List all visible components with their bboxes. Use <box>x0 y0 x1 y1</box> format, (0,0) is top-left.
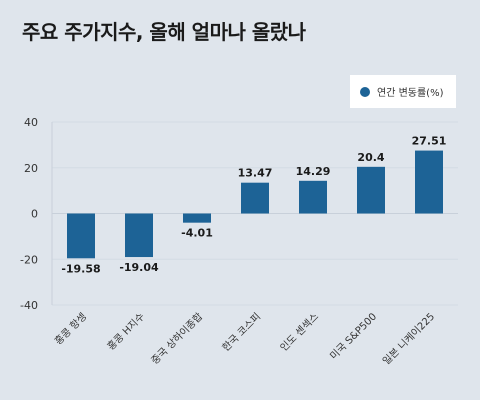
data-label: -4.01 <box>181 227 213 240</box>
bar <box>241 182 269 214</box>
bar <box>125 213 153 258</box>
legend-swatch <box>360 86 370 97</box>
data-label: 27.51 <box>412 135 447 148</box>
data-label: -19.04 <box>119 261 159 274</box>
y-tick-label: 0 <box>31 208 38 221</box>
y-tick-label: 20 <box>24 162 38 175</box>
chart-title: 주요 주가지수, 올해 얼마나 올랐나 <box>22 20 306 44</box>
bar <box>357 166 385 214</box>
bar <box>415 150 443 214</box>
bar <box>67 213 95 259</box>
x-tick-label: 홍콩 H지수 <box>104 310 147 353</box>
x-tick-label: 일본 니케이225 <box>380 311 437 368</box>
y-tick-label: -20 <box>20 253 38 266</box>
x-tick-label: 인도 센섹스 <box>278 311 321 354</box>
x-tick-label: 중국 상하이종합 <box>148 310 205 367</box>
bar <box>183 213 211 223</box>
data-label: 13.47 <box>238 167 273 180</box>
y-tick-label: 40 <box>24 116 38 129</box>
y-tick-label: -40 <box>20 299 38 312</box>
x-tick-label: 홍콩 항셍 <box>52 310 89 347</box>
legend-label: 연간 변동률(%) <box>377 88 444 99</box>
x-tick-label: 미국 S&P500 <box>328 311 380 363</box>
data-label: 14.29 <box>296 165 331 178</box>
data-label: -19.58 <box>61 262 100 275</box>
legend: 연간 변동률(%) <box>350 75 456 108</box>
x-tick-label: 한국 코스피 <box>220 311 263 354</box>
bar <box>299 180 327 214</box>
data-label: 20.4 <box>357 151 384 164</box>
